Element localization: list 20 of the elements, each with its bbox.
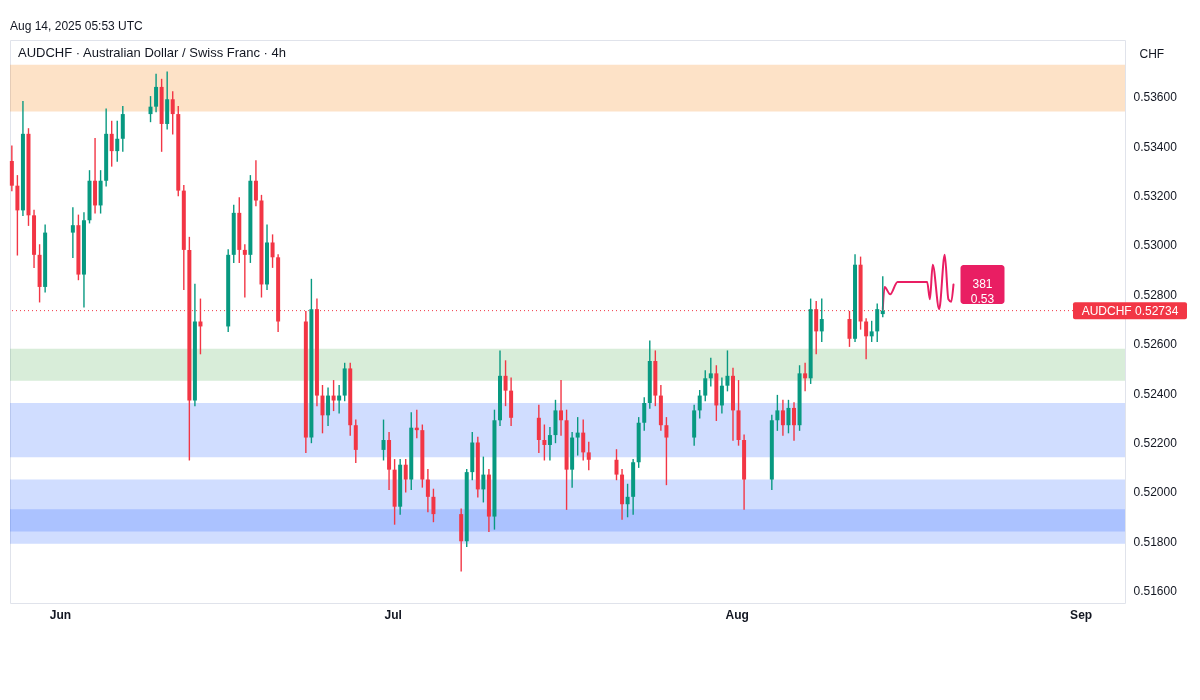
y-tick-label: 0.52600 — [1133, 337, 1178, 352]
y-tick-label: 0.51800 — [1133, 534, 1178, 549]
y-tick-label: 0.52400 — [1133, 386, 1178, 401]
y-tick-label: 0.53000 — [1133, 238, 1178, 253]
text: Aug 14, 2025 05:53 UTC — [10, 19, 144, 33]
y-tick-label: 0.53400 — [1133, 139, 1178, 154]
y-tick-label: 0.53200 — [1133, 189, 1178, 204]
x-tick-label: Aug — [725, 607, 749, 622]
x-tick-label: Jun — [49, 607, 72, 622]
ref-line-label: AUDCHF 0.52734 — [1081, 303, 1179, 318]
x-tick-label: Sep — [1070, 607, 1093, 622]
y-tick-label: 0.52000 — [1133, 485, 1178, 500]
y-axis-title: CHF — [1139, 46, 1165, 61]
y-tick-label: 0.53600 — [1133, 90, 1178, 105]
x-tick-label: Jul — [384, 607, 402, 622]
y-tick-label: 0.52200 — [1133, 436, 1178, 450]
y-tick-label: 0.51600 — [1133, 584, 1178, 599]
chart-title: AUDCHF · Australian Dollar / Swiss Franc · 4h — [18, 45, 287, 60]
annotation: 381 0.53 — [970, 277, 995, 307]
y-tick-label: 0.52800 — [1133, 287, 1178, 302]
